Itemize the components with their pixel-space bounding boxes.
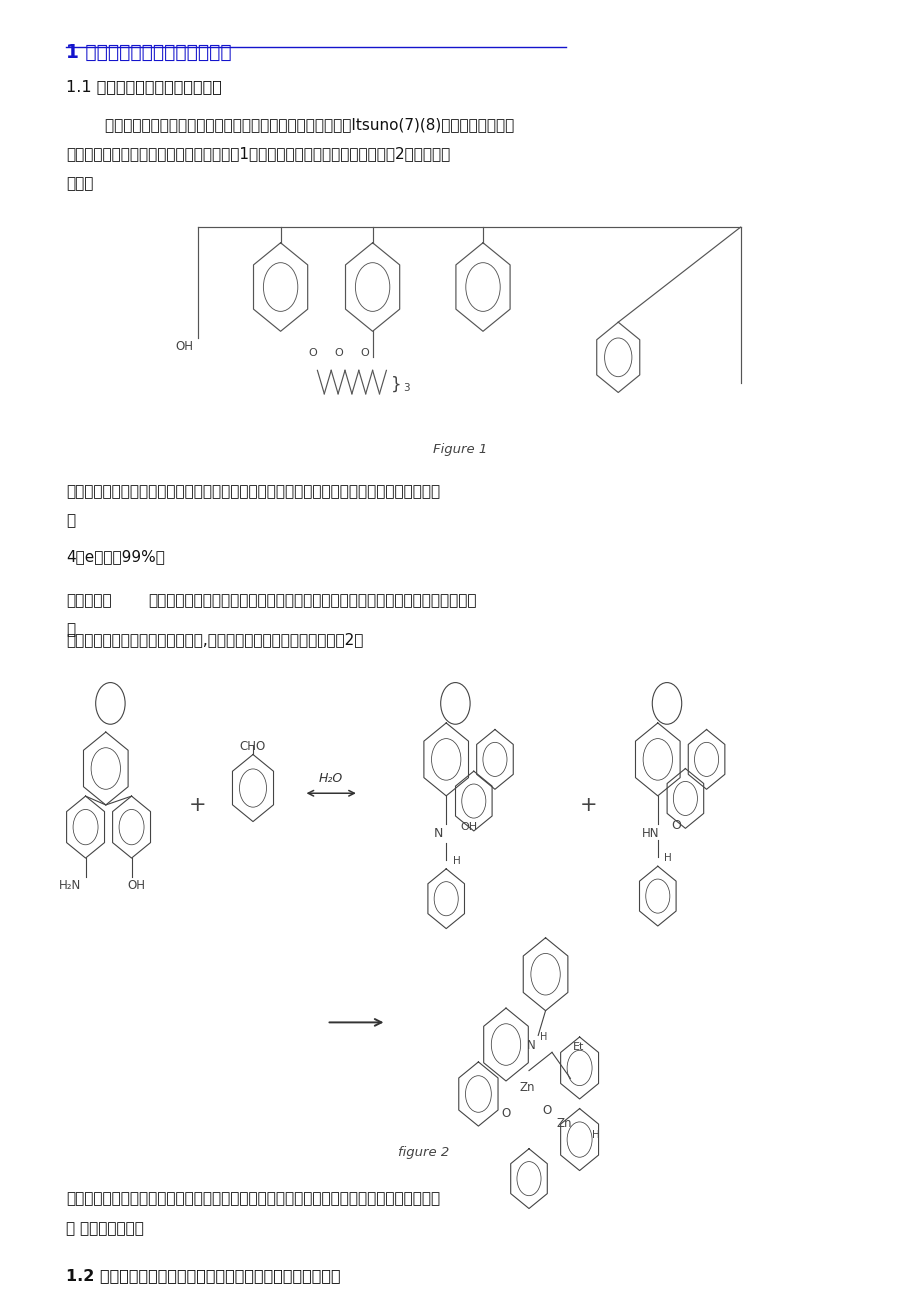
Text: CHO: CHO [239, 740, 266, 753]
Text: P: P [108, 691, 113, 700]
Text: 化 活性相对较低。: 化 活性相对较低。 [66, 1221, 144, 1237]
Text: 3: 3 [403, 383, 409, 393]
Text: OH: OH [460, 822, 477, 832]
Text: 体与苯: 体与苯 [66, 176, 94, 191]
Text: H: H [591, 1130, 598, 1141]
Circle shape [96, 682, 125, 724]
Text: 该类催化剂对芳香醛有较好的催化活性和一定的对映选择性。但是此类聚合物催化对脂肪醛催: 该类催化剂对芳香醛有较好的催化活性和一定的对映选择性。但是此类聚合物催化对脂肪醛… [66, 1191, 440, 1206]
Text: H: H [539, 1031, 547, 1042]
Text: 1.2 通过手性金属络合物促进的二烷基锌对醛的不对称烷基化: 1.2 通过手性金属络合物促进的二烷基锌对醛的不对称烷基化 [66, 1268, 341, 1282]
Text: 1 有机锌对醛的不对称加成反应: 1 有机锌对醛的不对称加成反应 [66, 43, 232, 62]
Text: 催化反应过程首先是实验条件下手性氨基醇的伯氨基与醛反应生成席夫碱，然后席: 催化反应过程首先是实验条件下手性氨基醇的伯氨基与醛反应生成席夫碱，然后席 [148, 592, 476, 608]
Text: figure 2: figure 2 [397, 1146, 448, 1159]
Text: }: } [391, 375, 402, 393]
Text: 方法制得系列手性氨基醇聚合物催化剂：（1）将手性配体键连在聚苯乙烯上；（2）由手性单: 方法制得系列手性氨基醇聚合物催化剂：（1）将手性配体键连在聚苯乙烯上；（2）由手… [66, 146, 450, 161]
Text: 1.1 乙基锌对醛的不对称加成反应: 1.1 乙基锌对醛的不对称加成反应 [66, 78, 221, 94]
Text: 碱与烷基锌形成双金属双环过渡态,从而导致光学活性醇的生成，如图2。: 碱与烷基锌形成双金属双环过渡态,从而导致光学活性醇的生成，如图2。 [66, 633, 363, 647]
Text: Et: Et [573, 1042, 584, 1052]
Text: 有机锌对醛的不对称加成反应是制备光学活性醇的有效手段。Itsuno(7)(8)研究小组通过两种: 有机锌对醛的不对称加成反应是制备光学活性醇的有效手段。Itsuno(7)(8)研… [66, 117, 514, 133]
Text: N: N [527, 1039, 536, 1052]
Text: Figure 1: Figure 1 [433, 443, 486, 456]
Text: +: + [188, 794, 207, 815]
Text: Zn: Zn [556, 1117, 572, 1130]
Text: 乙烯和交联剂共聚制得三元聚合物如。不仅将其应用于催化乙基锌对醛的不对称加成反应，其: 乙烯和交联剂共聚制得三元聚合物如。不仅将其应用于催化乙基锌对醛的不对称加成反应，… [66, 484, 440, 499]
Text: H₂N: H₂N [59, 879, 81, 892]
Text: N: N [434, 827, 443, 840]
Text: +: + [579, 794, 597, 815]
Text: OH: OH [175, 340, 193, 353]
Text: H: H [452, 855, 460, 866]
Text: O: O [334, 348, 343, 358]
Text: O: O [542, 1104, 551, 1117]
Text: 反应机理：: 反应机理： [66, 592, 112, 608]
Text: P: P [664, 691, 669, 700]
Text: 夫: 夫 [66, 622, 75, 637]
Text: Zn: Zn [519, 1081, 535, 1094]
Text: OH: OH [127, 879, 145, 892]
Circle shape [440, 682, 470, 724]
Circle shape [652, 682, 681, 724]
Text: O: O [671, 819, 681, 832]
Text: P: P [452, 691, 458, 700]
Text: HN: HN [641, 827, 659, 840]
Text: H₂O: H₂O [319, 772, 343, 785]
Text: 中: 中 [66, 513, 75, 529]
Text: O: O [359, 348, 369, 358]
Text: O: O [501, 1107, 510, 1120]
Text: 4的e值高达99%。: 4的e值高达99%。 [66, 549, 165, 564]
Text: H: H [664, 853, 671, 863]
Text: O: O [308, 348, 317, 358]
